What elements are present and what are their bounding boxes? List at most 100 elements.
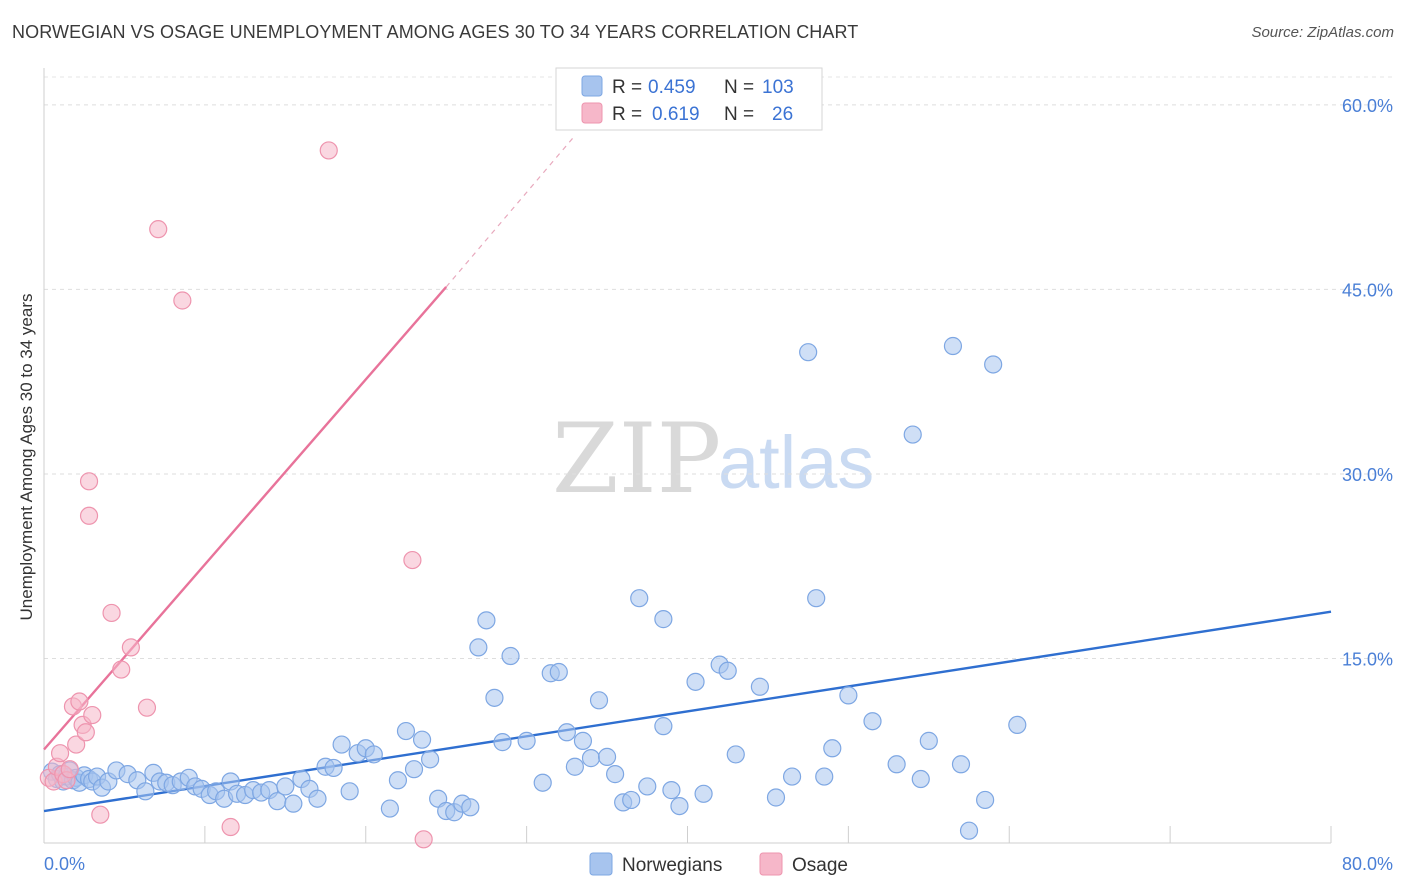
point-norwegians <box>654 717 673 736</box>
point-norwegians <box>493 733 512 752</box>
point-osage <box>67 735 86 754</box>
point-norwegians <box>959 821 979 840</box>
point-osage <box>112 660 131 679</box>
point-norwegians <box>943 336 963 356</box>
point-osage <box>121 638 140 657</box>
point-norwegians <box>807 589 826 608</box>
point-norwegians <box>477 611 496 630</box>
point-norwegians <box>766 788 786 807</box>
legend-n-value-1: 103 <box>762 77 794 98</box>
point-osage <box>60 760 79 779</box>
point-norwegians <box>461 798 480 817</box>
x-tick-label: 80.0% <box>1342 854 1393 874</box>
point-norwegians <box>622 790 641 810</box>
data-points <box>39 141 1027 849</box>
legend-r-label-1: R = <box>612 77 642 98</box>
point-norwegians <box>638 777 657 796</box>
trend-lines <box>43 135 1332 813</box>
point-norwegians <box>823 739 842 758</box>
point-norwegians <box>324 758 343 778</box>
point-norwegians <box>404 760 424 779</box>
point-norwegians <box>670 796 689 816</box>
point-norwegians <box>533 773 552 792</box>
point-osage <box>79 472 99 491</box>
bottom-legend-swatch-osage <box>759 852 783 876</box>
legend-r-label-2: R = <box>612 104 642 125</box>
point-norwegians <box>380 799 399 818</box>
point-norwegians <box>750 677 769 696</box>
x-ticks <box>204 826 1332 843</box>
point-norwegians <box>782 767 802 786</box>
y-axis-label: Unemployment Among Ages 30 to 34 years <box>17 294 36 621</box>
point-osage <box>70 692 89 711</box>
legend-n-value-2: 26 <box>772 104 793 125</box>
point-norwegians <box>887 755 906 774</box>
point-norwegians <box>421 750 440 769</box>
watermark-atlas: atlas <box>718 421 874 504</box>
watermark-zip: ZIP <box>552 403 721 515</box>
point-norwegians <box>364 745 383 764</box>
point-norwegians <box>308 789 327 808</box>
bottom-legend: Norwegians Osage <box>589 852 848 876</box>
point-norwegians <box>276 777 295 796</box>
point-norwegians <box>549 662 568 682</box>
point-norwegians <box>1008 715 1027 735</box>
point-osage <box>91 805 110 824</box>
point-norwegians <box>839 686 858 705</box>
point-norwegians <box>581 749 601 768</box>
point-norwegians <box>469 638 488 657</box>
y-tick-label: 45.0% <box>1342 280 1393 300</box>
point-norwegians <box>951 755 971 774</box>
point-norwegians <box>501 646 520 666</box>
point-osage <box>414 830 433 849</box>
point-norwegians <box>565 757 584 776</box>
point-norwegians <box>984 355 1003 374</box>
point-norwegians <box>396 721 416 741</box>
point-norwegians <box>597 747 617 766</box>
point-norwegians <box>332 735 351 754</box>
trendline-norwegians <box>43 610 1332 813</box>
y-tick-label: 30.0% <box>1342 465 1393 485</box>
chart-title: NORWEGIAN VS OSAGE UNEMPLOYMENT AMONG AG… <box>12 22 859 42</box>
bottom-legend-label-osage: Osage <box>792 855 848 876</box>
legend-swatch-osage <box>581 102 603 124</box>
point-norwegians <box>284 794 303 813</box>
legend-n-label-1: N = <box>724 77 754 98</box>
trendline-osage <box>43 286 448 751</box>
point-osage <box>173 291 192 310</box>
point-norwegians <box>606 765 625 784</box>
point-norwegians <box>694 784 713 803</box>
point-osage <box>50 744 70 763</box>
legend-n-label-2: N = <box>724 104 754 125</box>
point-norwegians <box>589 691 609 710</box>
point-norwegians <box>919 731 938 750</box>
point-norwegians <box>799 343 818 362</box>
point-norwegians <box>412 730 432 749</box>
point-norwegians <box>557 723 576 742</box>
source-label: Source: ZipAtlas.com <box>1251 24 1394 41</box>
point-osage <box>83 705 102 725</box>
point-norwegians <box>863 712 882 731</box>
point-norwegians <box>573 731 593 750</box>
point-norwegians <box>718 661 737 680</box>
point-osage <box>102 603 121 623</box>
y-tick-label: 15.0% <box>1342 649 1393 669</box>
point-osage <box>403 550 422 570</box>
point-norwegians <box>976 790 995 810</box>
grid-lines <box>44 76 1392 659</box>
point-osage <box>79 506 99 525</box>
point-osage <box>319 141 338 160</box>
point-norwegians <box>517 731 536 750</box>
bottom-legend-label-norwegians: Norwegians <box>622 855 722 876</box>
legend-swatch-norwegians <box>581 75 603 97</box>
point-norwegians <box>686 672 705 691</box>
point-osage <box>137 698 157 717</box>
y-tick-label: 60.0% <box>1342 96 1393 116</box>
point-osage <box>221 817 240 837</box>
point-norwegians <box>726 745 745 764</box>
point-norwegians <box>815 767 834 786</box>
tick-labels: 15.0% 30.0% 45.0% 60.0% 0.0% 80.0% <box>44 96 1393 874</box>
bottom-legend-swatch-norwegians <box>589 852 613 876</box>
point-norwegians <box>903 425 922 444</box>
